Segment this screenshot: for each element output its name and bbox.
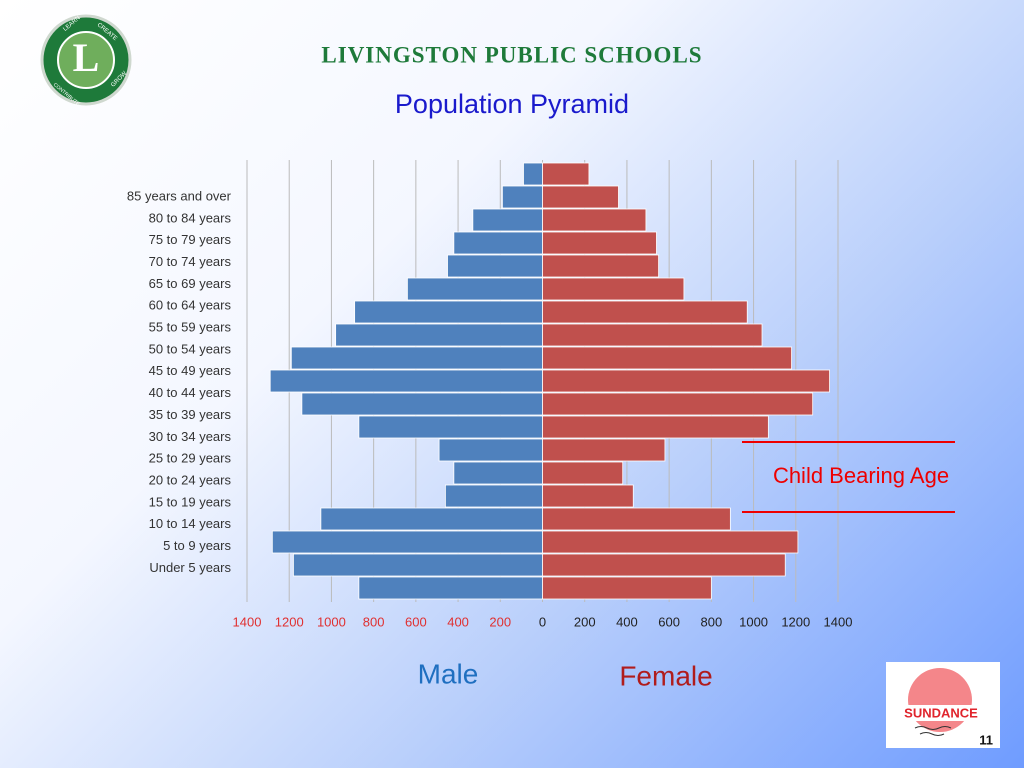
y-tick-label: 25 to 29 years — [149, 451, 232, 466]
x-tick-label: 600 — [405, 614, 427, 629]
y-tick-label: 20 to 24 years — [149, 472, 232, 487]
brand-waves — [914, 726, 952, 736]
y-tick-label: 85 years and over — [127, 188, 232, 203]
bar — [335, 323, 543, 347]
bar — [453, 231, 543, 255]
y-tick-label: 45 to 49 years — [149, 363, 232, 378]
x-tick-label: 800 — [701, 614, 723, 629]
y-tick-label: 65 to 69 years — [149, 276, 232, 291]
bar — [320, 507, 543, 531]
x-tick-label: 800 — [363, 614, 385, 629]
legend-female: Female — [619, 660, 712, 691]
y-tick-label: 75 to 79 years — [149, 232, 232, 247]
x-tick-label: 1000 — [739, 614, 768, 629]
bar — [542, 208, 647, 232]
y-tick-label: 60 to 64 years — [149, 298, 232, 313]
brand-name: SUNDANCE — [904, 705, 978, 720]
y-tick-label: 40 to 44 years — [149, 385, 232, 400]
bar — [358, 576, 543, 600]
bar — [542, 553, 786, 577]
bar — [501, 185, 543, 209]
logo-center — [57, 31, 115, 89]
bar — [407, 277, 543, 301]
y-tick-label: 5 to 9 years — [163, 538, 231, 553]
y-tick-label: Under 5 years — [149, 560, 231, 575]
bar — [453, 461, 543, 485]
bar — [542, 438, 666, 462]
bar — [542, 530, 799, 554]
x-tick-label: 1200 — [781, 614, 810, 629]
y-tick-label: 30 to 34 years — [149, 429, 232, 444]
x-tick-label: 1000 — [317, 614, 346, 629]
bar — [542, 484, 634, 508]
bar — [301, 392, 543, 416]
x-tick-label: 400 — [447, 614, 469, 629]
annotation: Child Bearing Age — [773, 463, 949, 488]
school-name: LIVINGSTON PUBLIC SCHOOLS — [321, 42, 702, 67]
bar — [542, 323, 763, 347]
logo-letter: L — [73, 35, 100, 80]
y-tick-label: 15 to 19 years — [149, 494, 232, 509]
bar — [354, 300, 543, 324]
legend-male: Male — [418, 658, 479, 689]
bar — [293, 553, 543, 577]
x-tick-label: 200 — [489, 614, 511, 629]
bar — [542, 346, 792, 370]
bar — [445, 484, 543, 508]
bar — [542, 461, 624, 485]
bar — [472, 208, 543, 232]
x-tick-label: 1200 — [275, 614, 304, 629]
bar — [542, 415, 769, 439]
y-tick-label: 10 to 14 years — [149, 516, 232, 531]
bar — [542, 507, 731, 531]
bar — [542, 185, 619, 209]
bar — [438, 438, 543, 462]
x-tick-label: 600 — [658, 614, 680, 629]
bar — [542, 576, 712, 600]
x-tick-label: 200 — [574, 614, 596, 629]
bar — [542, 392, 814, 416]
brand-logo: SUNDANCE — [886, 662, 1000, 748]
brand-sun — [908, 668, 972, 732]
school-logo: L LEARN CREATE GROW CONTRIBUTE — [40, 14, 132, 108]
y-tick-label: 35 to 39 years — [149, 407, 232, 422]
y-tick-label: 70 to 74 years — [149, 254, 232, 269]
bar — [447, 254, 543, 278]
bar — [542, 369, 830, 393]
bar — [542, 277, 685, 301]
bar — [542, 254, 659, 278]
y-tick-label: 80 to 84 years — [149, 210, 232, 225]
bar — [271, 530, 543, 554]
brand-band — [895, 705, 990, 721]
x-tick-label: 400 — [616, 614, 638, 629]
y-tick-label: 50 to 54 years — [149, 341, 232, 356]
page-number: 11 — [979, 732, 993, 747]
x-tick-label: 0 — [539, 614, 546, 629]
x-tick-label: 1400 — [233, 614, 262, 629]
bar — [542, 162, 590, 186]
bar — [290, 346, 543, 370]
bar — [542, 300, 748, 324]
bar — [358, 415, 543, 439]
bar — [542, 231, 657, 255]
bar — [269, 369, 543, 393]
bar — [523, 162, 543, 186]
x-tick-label: 1400 — [824, 614, 853, 629]
y-tick-label: 55 to 59 years — [149, 320, 232, 335]
chart-title: Population Pyramid — [395, 89, 629, 119]
plot: 1400 1200 1000 800 600 400 200 0 200 400 600 800 100… — [127, 160, 853, 629]
